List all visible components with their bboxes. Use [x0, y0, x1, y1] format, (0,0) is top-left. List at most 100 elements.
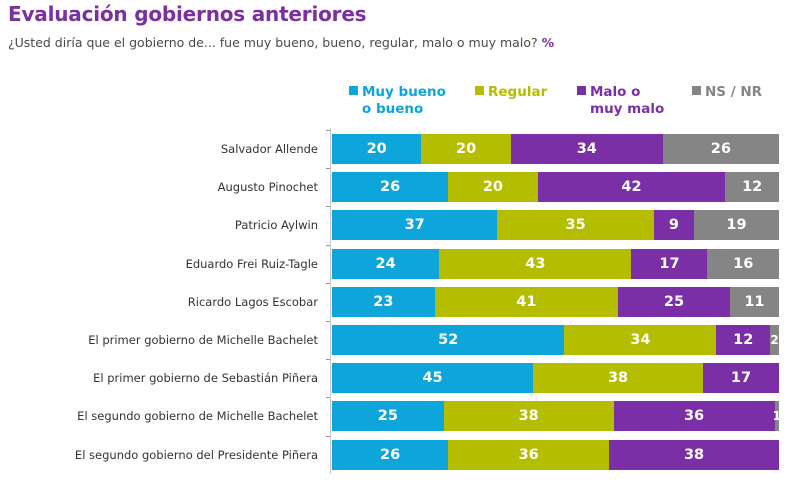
axis-tick	[326, 321, 330, 322]
data-label: 34	[576, 141, 597, 157]
category-axis	[330, 128, 331, 474]
bar-segment: 12	[725, 172, 779, 203]
data-label: 11	[744, 293, 765, 310]
data-label: 38	[607, 370, 629, 387]
legend-label: Malo o	[590, 84, 641, 100]
legend-item-0: Muy bueno o bueno	[349, 84, 446, 118]
bar-segment: 23	[332, 286, 435, 317]
legend-item-2: Malo o muy malo	[577, 84, 664, 118]
axis-tick	[326, 282, 330, 284]
bar-segment: 1	[772, 401, 781, 432]
data-label: 12	[742, 179, 763, 196]
legend-swatch	[349, 86, 358, 95]
category-label: El primer gobierno de Sebastián Piñera	[93, 371, 318, 386]
bar-segment: 26	[332, 172, 449, 203]
bar-segment: 2	[770, 325, 779, 355]
bar-segment: 25	[618, 286, 730, 317]
bar-segment: 45	[332, 363, 534, 394]
legend-swatch	[475, 86, 484, 95]
axis-tick	[326, 359, 330, 361]
category-label: El segundo gobierno de Michelle Bachelet	[77, 409, 318, 424]
bar-segment: 26	[332, 439, 449, 470]
category-label: Eduardo Frei Ruiz-Tagle	[185, 256, 318, 271]
bar-segment: 24	[332, 248, 440, 279]
legend-label: Regular	[488, 84, 548, 100]
category-label: El segundo gobierno del Presidente Piñer…	[74, 447, 318, 462]
category-label: El primer gobierno de Michelle Bachelet	[88, 333, 318, 347]
data-label: 42	[621, 179, 642, 196]
legend-label: muy malo	[590, 101, 665, 117]
axis-tick	[326, 206, 330, 208]
axis-tick	[326, 130, 330, 131]
bar-segment: 43	[439, 248, 632, 279]
bar-segment: 16	[707, 248, 779, 279]
legend-item-1: Regular	[475, 84, 547, 101]
data-label: 17	[730, 370, 752, 387]
bar-segment: 17	[703, 363, 779, 394]
axis-tick	[326, 397, 330, 399]
bar-segment: 11	[729, 286, 779, 317]
data-label: 1	[772, 409, 781, 424]
category-label: Patricio Aylwin	[234, 218, 318, 233]
data-label: 16	[733, 255, 754, 272]
bar-segment: 17	[631, 248, 708, 279]
data-label: 26	[380, 179, 401, 196]
chart-subtitle: ¿Usted diría que el gobierno de... fue m…	[8, 35, 554, 50]
bar-segment: 42	[537, 172, 726, 203]
data-label: 38	[683, 446, 705, 463]
bar-segment: 25	[332, 401, 444, 432]
data-label: 34	[630, 332, 651, 348]
data-label: 25	[663, 293, 685, 310]
bar-segment: 34	[564, 325, 717, 355]
data-label: 36	[683, 408, 705, 425]
data-label: 43	[525, 255, 546, 272]
axis-tick	[326, 244, 330, 246]
data-label: 26	[380, 446, 401, 463]
data-label: 25	[377, 408, 398, 425]
bar-segment: 37	[332, 210, 498, 241]
chart-title: Evaluación gobiernos anteriores	[8, 2, 367, 26]
data-label: 38	[518, 408, 539, 425]
bar-segment: 38	[443, 401, 614, 432]
data-label: 20	[455, 141, 477, 157]
data-label: 36	[518, 446, 539, 463]
axis-tick	[326, 435, 330, 437]
bar-segment: 20	[448, 172, 538, 203]
legend-swatch	[692, 86, 701, 95]
subtitle-unit: %	[541, 35, 555, 50]
category-label: Salvador Allende	[220, 142, 318, 156]
bar-segment: 20	[421, 134, 511, 164]
data-label: 23	[373, 293, 394, 310]
bar-segment: 36	[448, 439, 610, 470]
legend-swatch	[577, 86, 586, 95]
bar-segment: 19	[694, 210, 779, 241]
bar-segment: 38	[609, 439, 779, 470]
category-label: Augusto Pinochet	[217, 180, 318, 195]
data-label: 2	[770, 333, 779, 347]
data-label: 45	[422, 370, 443, 387]
data-label: 35	[565, 217, 586, 234]
data-label: 41	[516, 293, 537, 310]
data-label: 12	[733, 332, 754, 348]
data-label: 26	[710, 141, 731, 157]
data-label: 24	[375, 255, 396, 272]
data-label: 9	[668, 217, 679, 234]
axis-tick	[326, 168, 330, 170]
bar-segment: 41	[434, 286, 619, 317]
legend-label: NS / NR	[705, 84, 763, 100]
bar-segment: 35	[497, 210, 654, 241]
data-label: 20	[482, 179, 503, 196]
legend-label: Muy bueno	[362, 84, 446, 100]
bar-segment: 52	[332, 325, 565, 355]
legend-label: o bueno	[362, 101, 424, 117]
data-label: 37	[404, 217, 425, 234]
data-label: 52	[438, 332, 459, 348]
bar-segment: 36	[613, 401, 775, 432]
bar-segment: 26	[662, 134, 779, 164]
bar-segment: 34	[510, 134, 663, 164]
data-label: 17	[659, 255, 680, 272]
legend-item-3: NS / NR	[692, 84, 762, 101]
data-label: 20	[366, 141, 387, 157]
bar-segment: 12	[716, 325, 771, 355]
category-label: Ricardo Lagos Escobar	[187, 294, 318, 309]
